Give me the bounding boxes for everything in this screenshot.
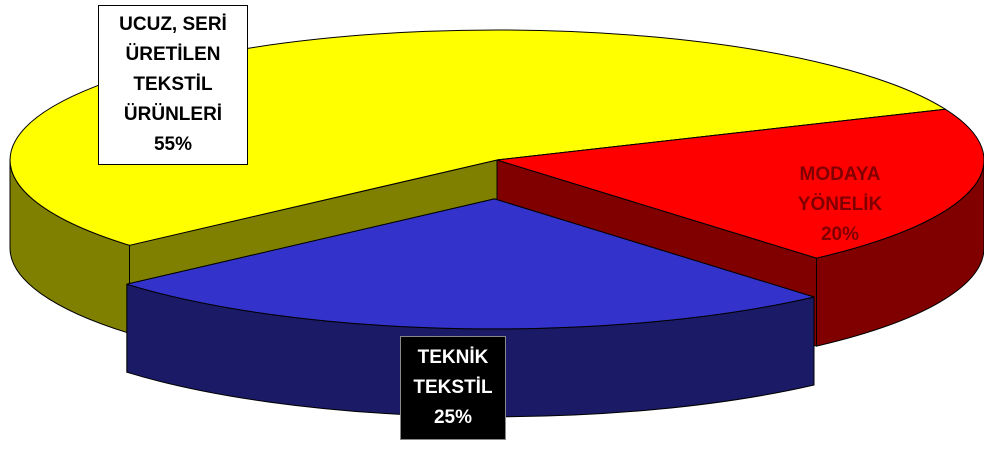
slice-label: MODAYA YÖNELİK 20% xyxy=(770,160,910,250)
slice-label: UCUZ, SERİ ÜRETİLEN TEKSTİL ÜRÜNLERİ 55% xyxy=(98,5,248,165)
slice-label: TEKNİK TEKSTİL 25% xyxy=(400,336,506,440)
value-label: 25% xyxy=(433,407,473,428)
category-label: TEKNİK TEKSTİL xyxy=(413,347,493,398)
category-label: MODAYA YÖNELİK xyxy=(797,164,883,215)
slice xyxy=(496,108,984,259)
value-label: 20% xyxy=(820,224,860,245)
category-label: UCUZ, SERİ ÜRETİLEN TEKSTİL ÜRÜNLERİ xyxy=(119,14,227,125)
value-label: 55% xyxy=(153,134,193,155)
slice xyxy=(126,198,815,330)
